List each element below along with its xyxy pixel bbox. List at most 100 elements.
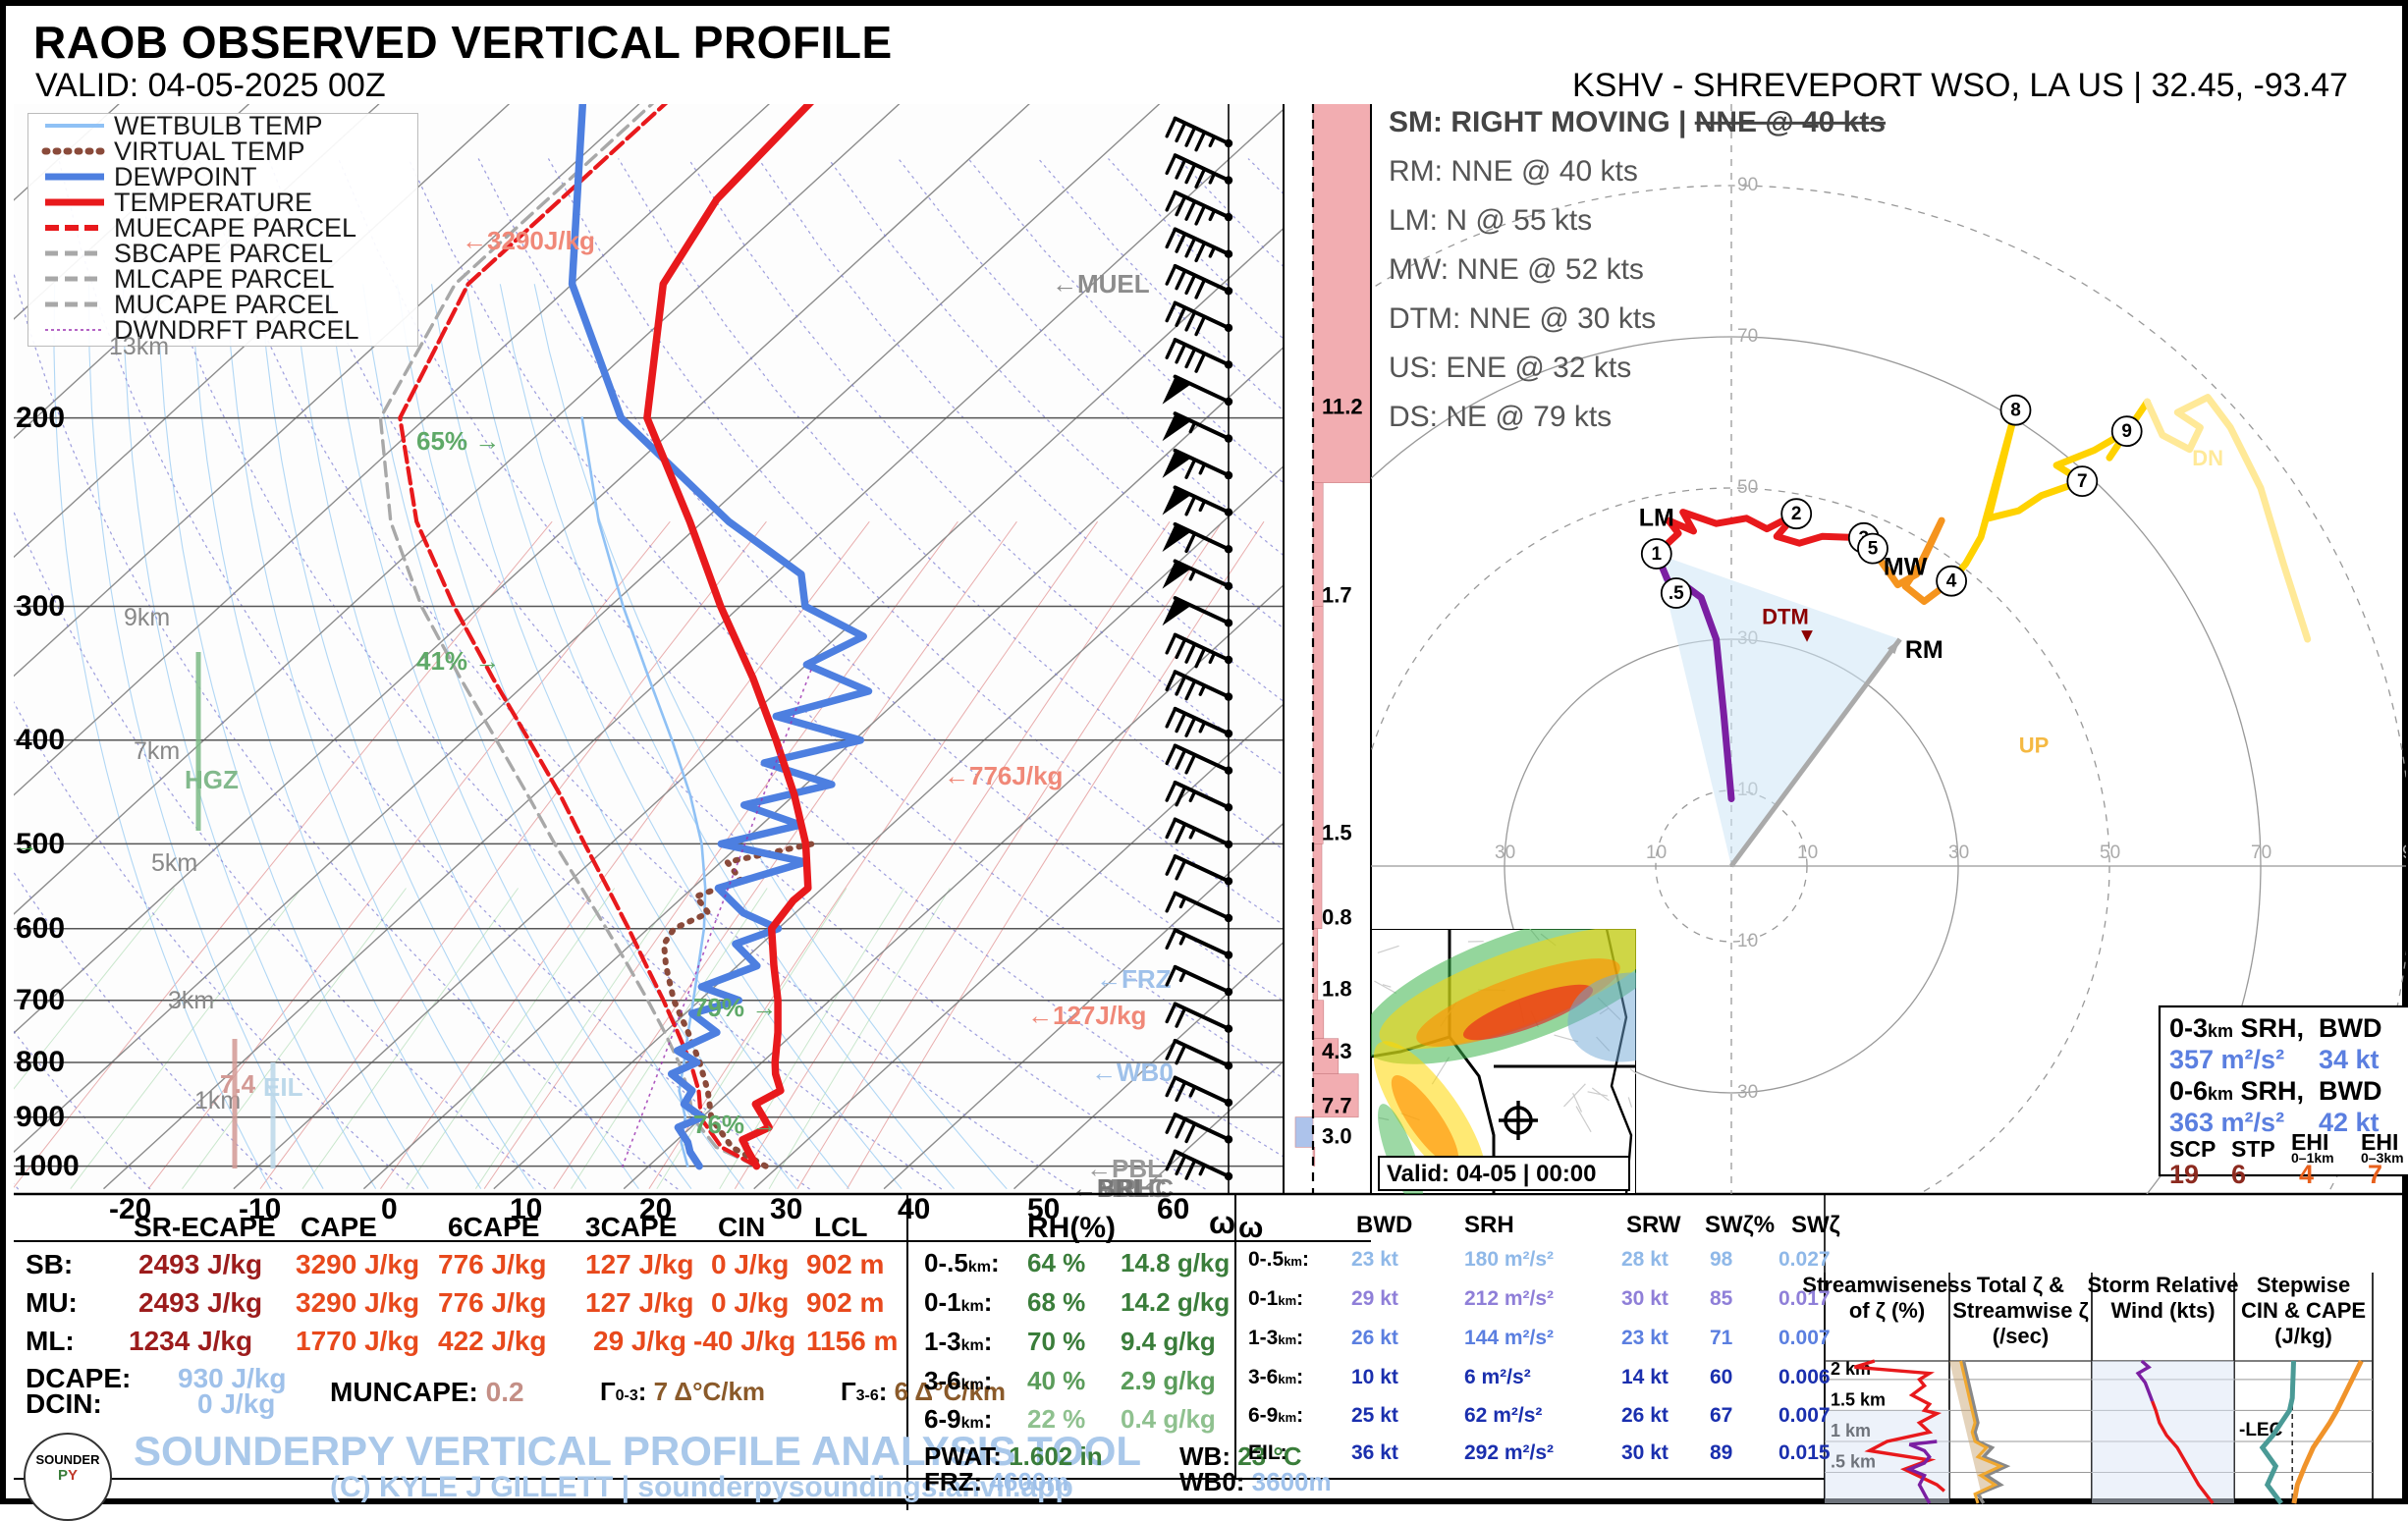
svg-text:30: 30 bbox=[1737, 1082, 1758, 1103]
svg-text:(J/kg): (J/kg) bbox=[2274, 1324, 2332, 1348]
svg-text:MW: NNE @ 52 kts: MW: NNE @ 52 kts bbox=[1389, 253, 1644, 286]
svg-text:76% →: 76% → bbox=[693, 1110, 777, 1139]
svg-text:70: 70 bbox=[1737, 1385, 1758, 1405]
svg-text:600: 600 bbox=[16, 912, 65, 945]
svg-text:ω: ω bbox=[1209, 1205, 1235, 1240]
svg-text:4: 4 bbox=[1946, 571, 1957, 592]
svg-text:70: 70 bbox=[1192, 842, 1213, 863]
svg-text:300: 300 bbox=[16, 590, 65, 623]
svg-text:LM: N @ 55 kts: LM: N @ 55 kts bbox=[1389, 204, 1592, 237]
svg-text:BWD: BWD bbox=[2319, 1076, 2381, 1106]
svg-text:41% →: 41% → bbox=[416, 646, 500, 676]
svg-text:1.8: 1.8 bbox=[1322, 977, 1352, 1002]
svg-text:-200: -200 bbox=[2219, 1508, 2263, 1510]
svg-text:13km: 13km bbox=[109, 333, 169, 360]
svg-text:90: 90 bbox=[2402, 842, 2408, 863]
svg-text:EIL: EIL bbox=[263, 1072, 303, 1102]
svg-text:.5: .5 bbox=[1669, 583, 1684, 604]
svg-text:Total ζ &: Total ζ & bbox=[1977, 1273, 2064, 1297]
svg-text:3km: 3km bbox=[168, 987, 214, 1014]
svg-text:RM: NNE @ 40 kts: RM: NNE @ 40 kts bbox=[1389, 155, 1638, 188]
svg-text:0-6km SRH,: 0-6km SRH, bbox=[2169, 1076, 2304, 1106]
svg-text:30: 30 bbox=[1948, 842, 1969, 863]
svg-text:34 kt: 34 kt bbox=[2319, 1045, 2380, 1074]
svg-text:30: 30 bbox=[1495, 842, 1515, 863]
svg-text:1000: 1000 bbox=[14, 1150, 80, 1182]
svg-text:900: 900 bbox=[16, 1101, 65, 1133]
svg-text:8: 8 bbox=[2010, 401, 2021, 421]
svg-text:DTM: NNE @ 30 kts: DTM: NNE @ 30 kts bbox=[1389, 302, 1656, 335]
svg-text:7.7: 7.7 bbox=[1322, 1094, 1352, 1118]
svg-text:UP: UP bbox=[2019, 733, 2050, 758]
svg-text:10: 10 bbox=[1737, 931, 1758, 951]
svg-text:0-3km SRH,: 0-3km SRH, bbox=[2169, 1013, 2304, 1043]
svg-text:5km: 5km bbox=[151, 849, 197, 877]
svg-text:90: 90 bbox=[1737, 175, 1758, 195]
svg-text:1.7: 1.7 bbox=[1322, 583, 1352, 608]
svg-text:RM: RM bbox=[1905, 636, 1943, 664]
svg-text:-100: -100 bbox=[2241, 1508, 2284, 1510]
svg-text:363 m²/s²: 363 m²/s² bbox=[2169, 1108, 2284, 1137]
svg-text:90: 90 bbox=[1041, 842, 1062, 863]
svg-text:Valid: 04-05 | 00:00: Valid: 04-05 | 00:00 bbox=[1387, 1161, 1597, 1187]
svg-text:1.5 km: 1.5 km bbox=[1831, 1389, 1886, 1409]
svg-text:400: 400 bbox=[16, 724, 65, 756]
svg-text:7: 7 bbox=[2368, 1160, 2382, 1189]
svg-text:40: 40 bbox=[898, 1193, 930, 1225]
svg-text:←127J/kg: ←127J/kg bbox=[1027, 1001, 1146, 1030]
svg-text:1.5: 1.5 bbox=[1322, 820, 1352, 844]
svg-text:70: 70 bbox=[2251, 842, 2271, 863]
svg-text:Wind (kts): Wind (kts) bbox=[2110, 1298, 2215, 1323]
svg-text:50: 50 bbox=[2100, 842, 2120, 863]
svg-text:(/sec): (/sec) bbox=[1993, 1324, 2049, 1348]
svg-text:→: → bbox=[16, 833, 37, 857]
svg-text:70: 70 bbox=[1737, 326, 1758, 347]
svg-text:7.4: 7.4 bbox=[220, 1069, 256, 1099]
svg-text:10: 10 bbox=[1646, 842, 1667, 863]
svg-text:Stepwise: Stepwise bbox=[2257, 1273, 2350, 1297]
svg-text:←FRZ: ←FRZ bbox=[1096, 964, 1172, 994]
svg-text:50: 50 bbox=[1343, 842, 1364, 863]
svg-text:STP: STP bbox=[2231, 1136, 2275, 1162]
svg-text:7km: 7km bbox=[134, 737, 180, 765]
svg-text:7: 7 bbox=[2077, 471, 2088, 492]
svg-text:HGZ: HGZ bbox=[185, 765, 239, 794]
svg-text:←BRL: ←BRL bbox=[1071, 1173, 1150, 1203]
svg-text:800: 800 bbox=[16, 1046, 65, 1078]
svg-text:0.8: 0.8 bbox=[1322, 905, 1352, 930]
svg-text:11.2: 11.2 bbox=[1322, 395, 1363, 419]
svg-text:65% →: 65% → bbox=[416, 426, 500, 456]
svg-text:CIN & CAPE: CIN & CAPE bbox=[2241, 1298, 2366, 1323]
svg-text:357 m²/s²: 357 m²/s² bbox=[2169, 1045, 2284, 1074]
svg-text:200: 200 bbox=[16, 402, 65, 434]
svg-text:2: 2 bbox=[1791, 504, 1802, 524]
svg-text:5: 5 bbox=[1868, 539, 1879, 560]
svg-text:←WB0: ←WB0 bbox=[1091, 1058, 1174, 1087]
svg-text:SM: RIGHT MOVING | NNE @ 40 kt: SM: RIGHT MOVING | NNE @ 40 kts bbox=[1389, 106, 1886, 138]
svg-text:LM: LM bbox=[1639, 505, 1674, 532]
svg-text:30: 30 bbox=[770, 1193, 802, 1225]
svg-text:←776J/kg: ←776J/kg bbox=[944, 761, 1063, 790]
svg-text:3.0: 3.0 bbox=[1322, 1123, 1352, 1148]
svg-text:▼: ▼ bbox=[1797, 625, 1817, 647]
svg-text:0: 0 bbox=[381, 1193, 398, 1225]
svg-text:9km: 9km bbox=[124, 604, 170, 631]
svg-text:BWD: BWD bbox=[2319, 1013, 2381, 1043]
svg-text:US: ENE @ 32 kts: US: ENE @ 32 kts bbox=[1389, 352, 1631, 384]
svg-text:of ζ (%): of ζ (%) bbox=[1849, 1298, 1925, 1323]
svg-text:DN: DN bbox=[2192, 446, 2223, 470]
svg-text:DS: NE @ 79 kts: DS: NE @ 79 kts bbox=[1389, 401, 1612, 433]
svg-text:79% →: 79% → bbox=[693, 993, 777, 1022]
svg-text:10: 10 bbox=[1797, 842, 1818, 863]
svg-text:50: 50 bbox=[1737, 477, 1758, 498]
svg-text:4: 4 bbox=[2299, 1160, 2314, 1189]
svg-text:1: 1 bbox=[1652, 544, 1663, 565]
svg-text:MW: MW bbox=[1884, 554, 1928, 581]
svg-text:9: 9 bbox=[2121, 421, 2132, 442]
svg-text:←MUEL: ←MUEL bbox=[1052, 269, 1150, 299]
svg-text:700: 700 bbox=[16, 984, 65, 1016]
svg-text:4.3: 4.3 bbox=[1322, 1039, 1352, 1063]
svg-text:Storm Relative: Storm Relative bbox=[2087, 1273, 2238, 1297]
svg-text:6: 6 bbox=[2231, 1160, 2246, 1189]
svg-text:19: 19 bbox=[2169, 1160, 2199, 1189]
